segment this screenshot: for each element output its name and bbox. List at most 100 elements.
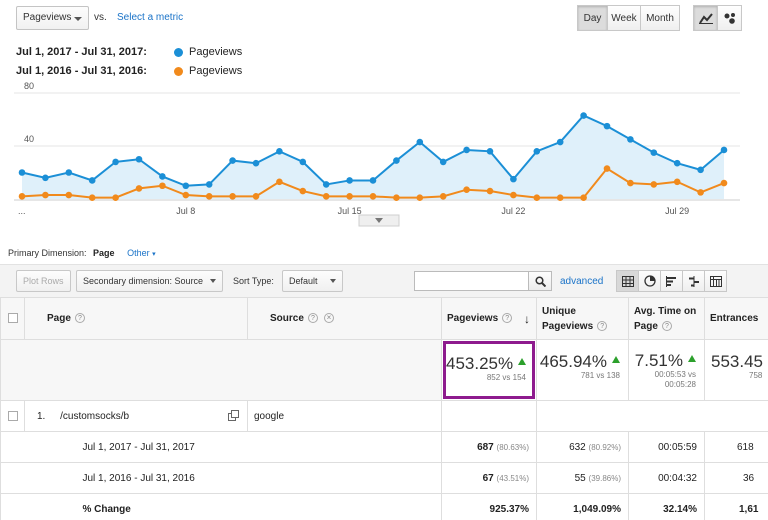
sort-type-dropdown[interactable]: Default — [282, 270, 343, 292]
primary-dimension: Primary Dimension: Page Other ▾ — [8, 248, 156, 258]
help-icon[interactable]: ? — [597, 320, 608, 331]
summary-unique-cell: 465.94% 781 vs 138 — [536, 339, 629, 401]
chevron-down-icon — [329, 279, 336, 283]
source-column-header[interactable]: Source? × — [247, 297, 442, 340]
help-icon[interactable]: ? — [307, 313, 318, 324]
table-view-button[interactable] — [616, 270, 639, 292]
help-icon[interactable]: ? — [74, 313, 85, 324]
help-icon[interactable]: ? — [502, 313, 513, 324]
legend-dot-icon — [174, 47, 183, 57]
page-link[interactable]: /customsocks/b — [60, 410, 130, 422]
data-point — [369, 177, 377, 184]
chevron-down-icon: ▾ — [152, 251, 156, 258]
legend-range: Jul 1, 2017 - Jul 31, 2017: — [16, 46, 147, 58]
data-point — [252, 159, 260, 167]
help-icon[interactable]: ? — [661, 320, 672, 331]
data-point — [159, 182, 166, 190]
comparison-entrances: 618 — [704, 431, 768, 463]
source-cell[interactable]: google — [247, 400, 442, 432]
arrow-up-icon — [518, 358, 527, 365]
avg-time-column-header[interactable]: Avg. Time on Page? — [628, 297, 705, 340]
search-input[interactable] — [414, 271, 529, 291]
data-point — [627, 136, 634, 143]
highlight-box: 453.25% 852 vs 154 — [443, 341, 535, 399]
pageviews-chart[interactable]: 40 80... Jul 8 Jul 15 Jul 22 Jul 29 — [0, 82, 768, 230]
summary-pageviews-compare: 852 vs 154 — [486, 373, 526, 382]
comparison-unique: 55 (39.86%) — [536, 462, 629, 494]
data-point — [135, 155, 143, 163]
data-point — [112, 194, 119, 201]
data-point — [276, 178, 283, 186]
unique-value: 632 — [569, 441, 586, 453]
day-button[interactable]: Day — [577, 5, 608, 31]
data-point — [650, 149, 658, 156]
secondary-dimension-value: Secondary dimension: Source — [83, 276, 204, 286]
open-page-icon[interactable] — [228, 410, 239, 421]
chevron-down-icon — [210, 279, 217, 283]
pageviews-column-header[interactable]: Pageviews? ↓ — [441, 297, 537, 340]
entrances-column-header[interactable]: Entrances — [704, 297, 768, 340]
data-point — [533, 194, 541, 201]
unique-pageviews-column-header[interactable]: Unique Pageviews? — [536, 297, 629, 340]
metric-selector[interactable]: Pageviews — [16, 6, 89, 30]
line-chart-button[interactable] — [693, 5, 718, 31]
motion-chart-button[interactable] — [717, 5, 742, 31]
vs-label: vs. — [94, 12, 107, 23]
percent-change-label: % Change — [24, 493, 442, 520]
comparison-label: Jul 1, 2016 - Jul 31, 2016 — [24, 462, 442, 494]
data-point — [580, 112, 587, 119]
primary-dimension-other[interactable]: Other ▾ — [127, 248, 156, 258]
secondary-dimension-dropdown[interactable]: Secondary dimension: Source — [76, 270, 224, 292]
performance-view-button[interactable] — [660, 270, 683, 292]
x-tick-label: Jul 8 — [176, 206, 195, 216]
data-point — [229, 157, 236, 164]
week-button[interactable]: Week — [607, 5, 641, 31]
page-cell: 1. /customsocks/b — [24, 400, 248, 432]
row-checkbox-cell — [0, 400, 25, 432]
comparison-view-button[interactable] — [682, 270, 705, 292]
pageviews-pct: (80.63%) — [496, 442, 529, 452]
row-checkbox[interactable] — [7, 410, 18, 421]
bar-list-icon — [665, 275, 676, 287]
search-button[interactable] — [528, 271, 552, 291]
data-point — [510, 191, 517, 199]
summary-unique-compare: 781 vs 138 — [580, 370, 620, 380]
comparison-avg-time: 00:04:32 — [628, 462, 705, 494]
pie-view-button[interactable] — [638, 270, 661, 292]
remove-dimension-icon[interactable]: × — [323, 313, 334, 324]
data-point — [252, 193, 260, 200]
page-column-header[interactable]: Page? — [24, 297, 248, 340]
y-tick-label: 40 — [24, 134, 34, 144]
data-point — [556, 138, 564, 146]
data-point — [393, 194, 400, 201]
percent-change-entrances: 1,61 — [704, 493, 768, 520]
page-header-label: Page — [47, 313, 71, 324]
data-point — [673, 178, 681, 186]
legend-previous: Jul 1, 2016 - Jul 31, 2016: Pageviews — [16, 64, 242, 78]
month-button[interactable]: Month — [640, 5, 680, 31]
table-toolbar: Plot Rows Secondary dimension: Source So… — [0, 264, 768, 297]
table-icon — [621, 275, 634, 287]
pivot-view-button[interactable] — [704, 270, 727, 292]
row-spacer — [0, 431, 25, 463]
select-metric-link[interactable]: Select a metric — [117, 12, 184, 23]
view-type-toggle — [616, 270, 727, 292]
data-point — [439, 193, 447, 200]
comparison-entrances: 36 — [704, 462, 768, 494]
data-point — [346, 193, 353, 200]
select-all-cell — [0, 297, 25, 340]
primary-dimension-page[interactable]: Page — [93, 248, 115, 258]
select-all-checkbox[interactable] — [7, 313, 18, 324]
plot-rows-button[interactable]: Plot Rows — [16, 270, 71, 292]
data-point — [416, 138, 424, 146]
summary-avg-time-compare: 00:05:53 vs — [654, 369, 696, 379]
data-point — [697, 166, 704, 174]
entrances-header-label: Entrances — [710, 313, 759, 324]
sort-type-value: Default — [289, 276, 318, 286]
comparison-row: Jul 1, 2017 - Jul 31, 2017 687 (80.63%) … — [0, 431, 768, 463]
unique-pageviews-header-label: Unique Pageviews — [542, 305, 594, 332]
data-point — [18, 193, 26, 200]
advanced-link[interactable]: advanced — [560, 276, 604, 287]
data-point — [88, 194, 96, 201]
data-point — [322, 181, 330, 188]
